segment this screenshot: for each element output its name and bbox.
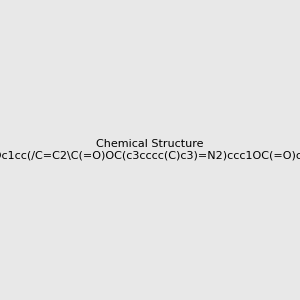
Text: Chemical Structure
COc1cc(/C=C2\C(=O)OC(c3cccc(C)c3)=N2)ccc1OC(=O)c1c: Chemical Structure COc1cc(/C=C2\C(=O)OC(…	[0, 139, 300, 161]
